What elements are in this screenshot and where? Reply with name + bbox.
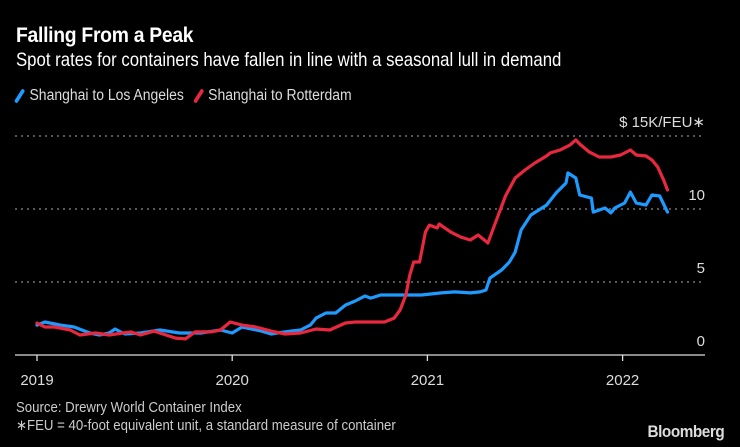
source-note: Source: Drewry World Container Index (16, 399, 242, 416)
bloomberg-logo: Bloomberg (647, 422, 724, 441)
series-lines (35, 138, 670, 341)
chart-title: Falling From a Peak (16, 24, 194, 47)
series-line-shanghai-to-los-angeles (35, 171, 670, 337)
y-tick-label-10: 10 (688, 187, 705, 204)
legend-label-los-angeles: Shanghai to Los Angeles (29, 87, 184, 104)
y-axis-labels: 0 5 10 $ 15K/FEU∗ (619, 114, 705, 350)
legend-item-los-angeles: Shanghai to Los Angeles (13, 87, 184, 105)
legend-item-rotterdam: Shanghai to Rotterdam (192, 87, 352, 105)
feu-footnote: ∗FEU = 40-foot equivalent unit, a standa… (16, 417, 396, 434)
legend-label-rotterdam: Shanghai to Rotterdam (208, 87, 352, 104)
x-tick-label-2020: 2020 (216, 372, 249, 389)
chart-subtitle: Spot rates for containers have fallen in… (16, 49, 562, 71)
y-tick-label-15: $ 15K/FEU∗ (619, 114, 705, 131)
x-tick-label-2019: 2019 (20, 372, 53, 389)
gridlines (15, 135, 705, 283)
y-tick-label-0: 0 (697, 333, 705, 350)
x-axis: 2019 2020 2021 2022 (15, 354, 705, 389)
legend: Shanghai to Los Angeles Shanghai to Rott… (13, 87, 352, 105)
series-line-shanghai-to-rotterdam (35, 138, 670, 341)
x-tick-label-2022: 2022 (606, 372, 639, 389)
x-tick-label-2021: 2021 (411, 372, 444, 389)
y-tick-label-5: 5 (697, 260, 705, 277)
footer-notes: Source: Drewry World Container Index ∗FE… (16, 399, 396, 435)
